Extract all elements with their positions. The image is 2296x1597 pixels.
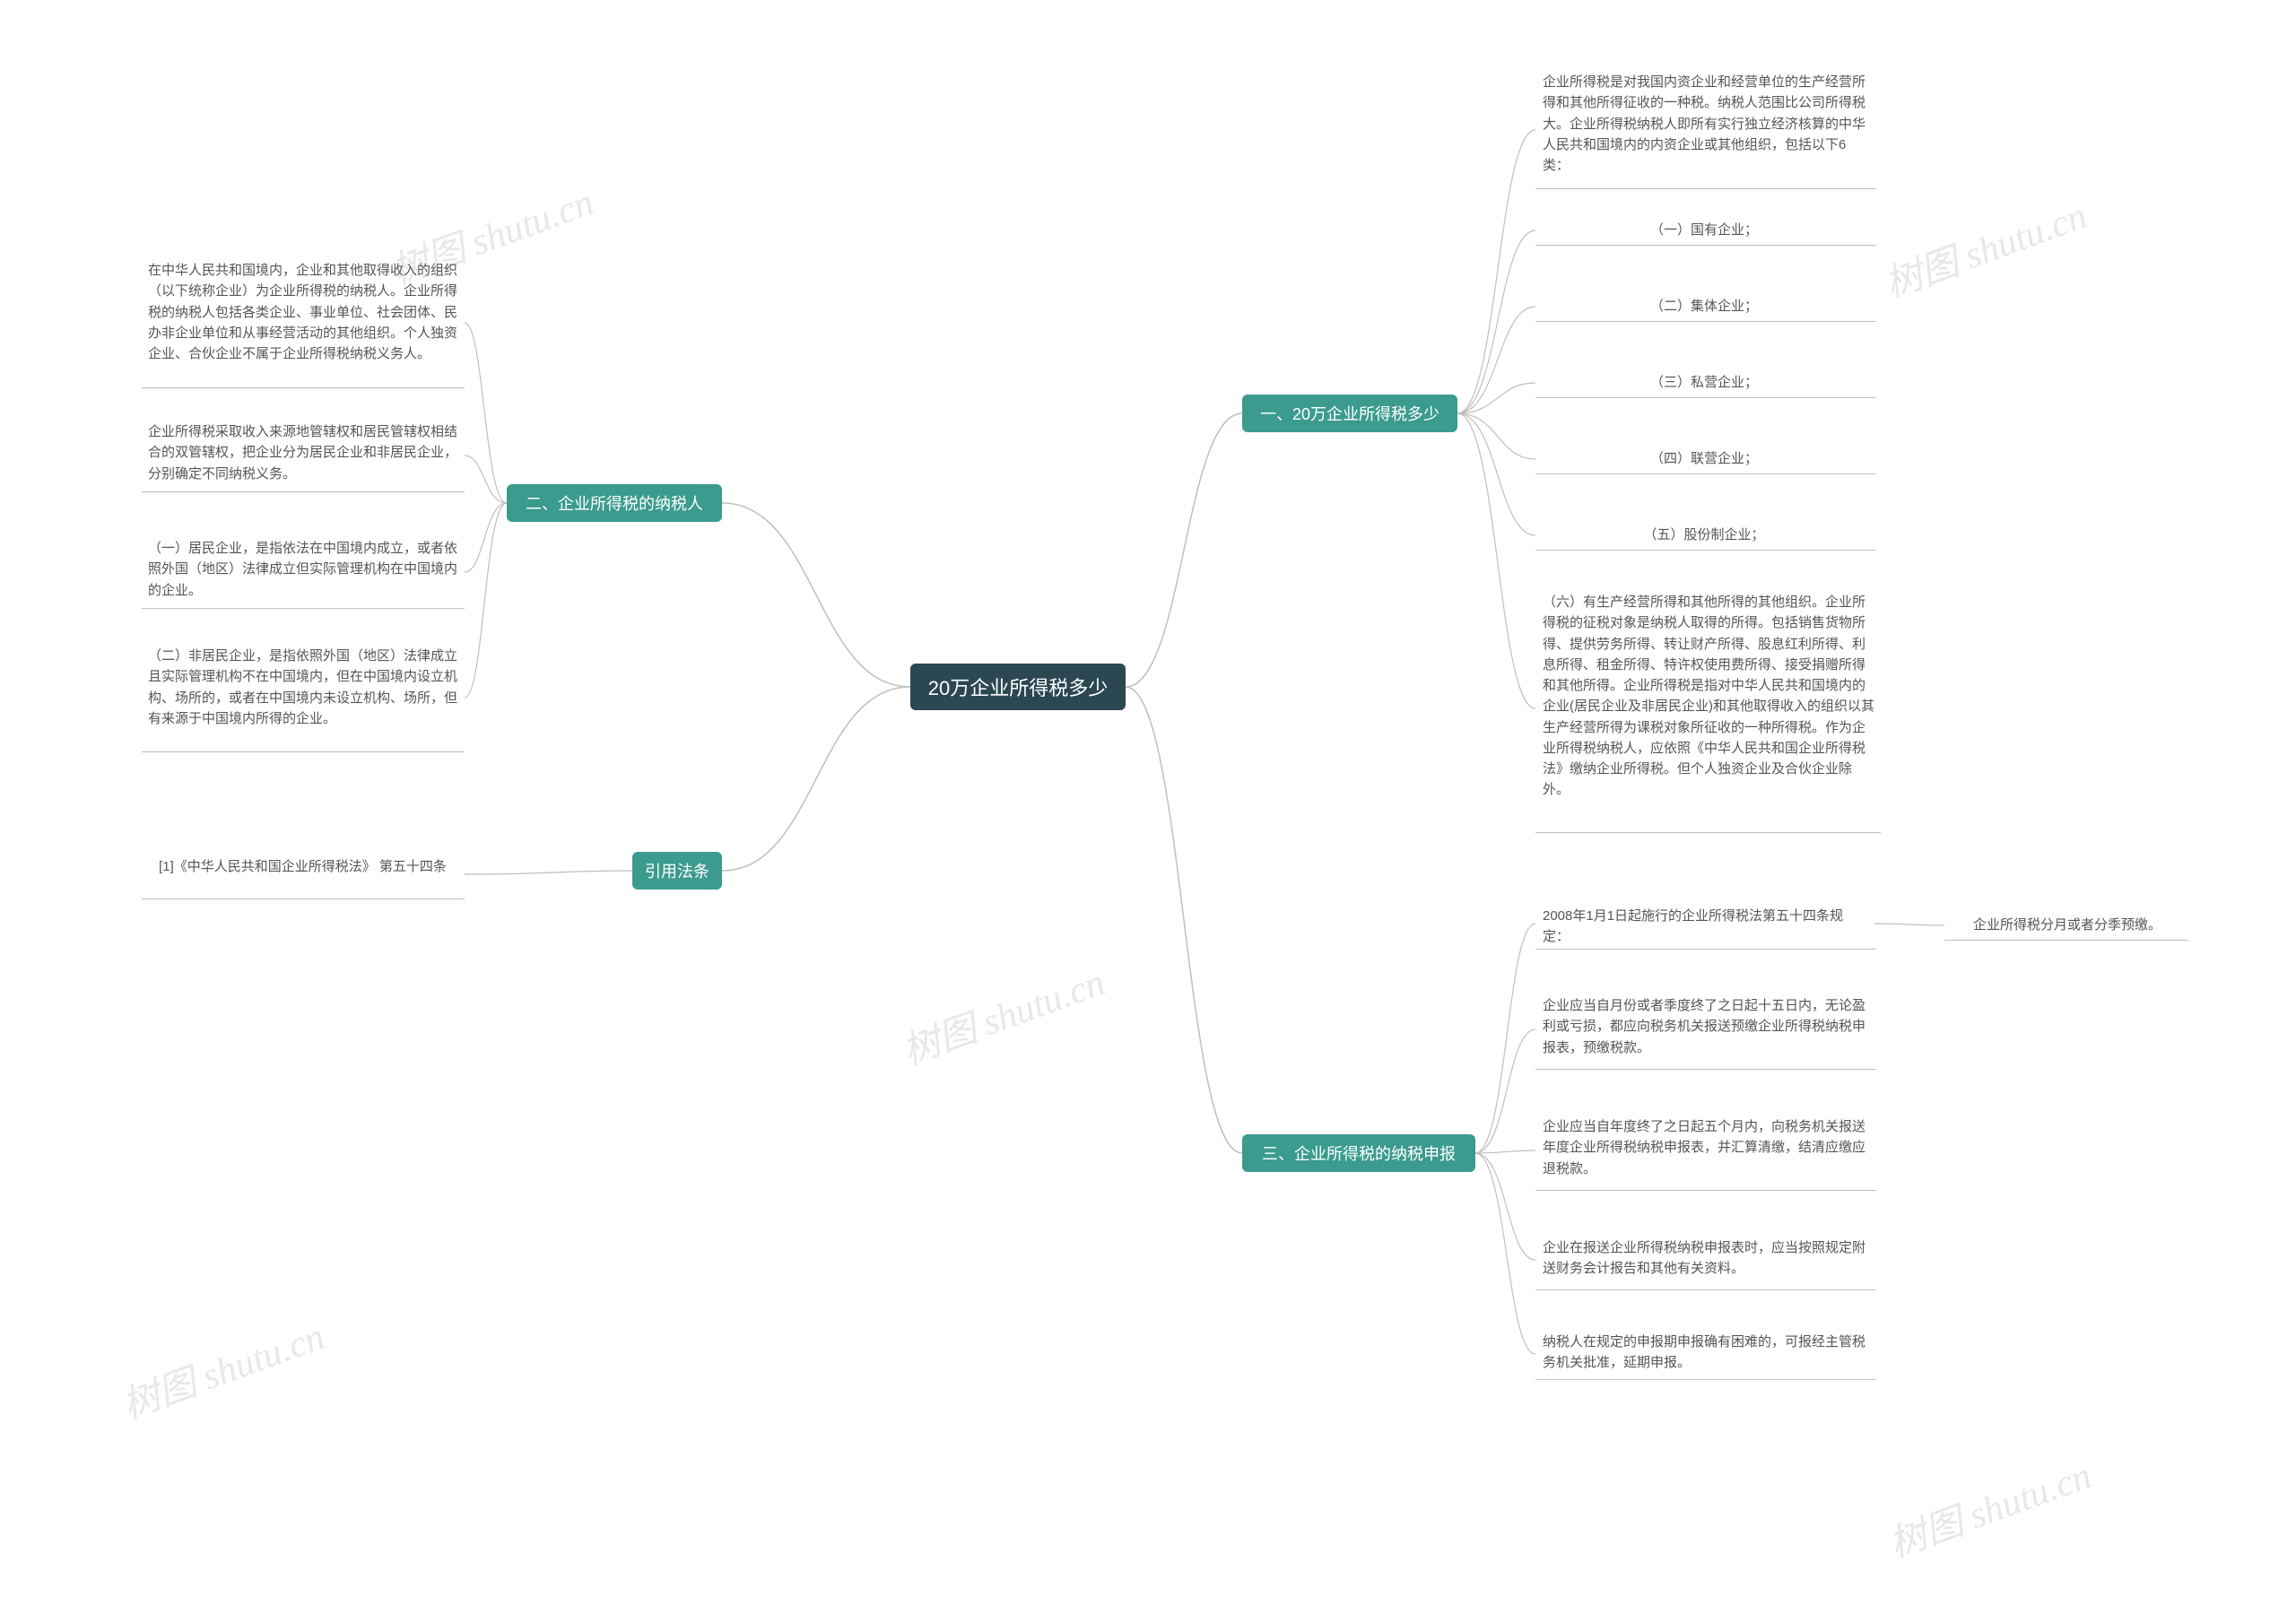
leaf-divider [1535,1190,1876,1191]
leaf-b1-0[interactable]: 企业所得税是对我国内资企业和经营单位的生产经营所得和其他所得征收的一种税。纳税人… [1543,72,1866,176]
watermark: 树图 shutu.cn [1881,1445,2098,1569]
root-text: 20万企业所得税多少 [928,673,1108,701]
leaf-b1-2[interactable]: （二）集体企业； [1543,296,1866,317]
leaf-divider [1535,245,1876,246]
leaf-b1-5[interactable]: （五）股份制企业； [1543,525,1866,545]
leaf-divider [142,387,465,388]
root-node[interactable]: 20万企业所得税多少 [910,664,1126,710]
leaf-b1-6[interactable]: （六）有生产经营所得和其他所得的其他组织。企业所得税的征税对象是纳税人取得的所得… [1543,592,1874,801]
branch-b3-text: 三、企业所得税的纳税申报 [1262,1141,1456,1165]
watermark: 树图 shutu.cn [114,1306,331,1430]
branch-b1[interactable]: 一、20万企业所得税多少 [1242,395,1457,432]
leaf-divider [1535,1379,1876,1380]
connectors [0,0,2296,1597]
leaf-b3-0-sub[interactable]: 企业所得税分月或者分季预缴。 [1951,915,2184,935]
leaf-divider [1535,832,1881,833]
leaf-b3-4[interactable]: 纳税人在规定的申报期申报确有困难的，可报经主管税务机关批准，延期申报。 [1543,1332,1866,1374]
leaf-b3-2[interactable]: 企业应当自年度终了之日起五个月内，向税务机关报送年度企业所得税纳税申报表，并汇算… [1543,1116,1866,1179]
branch-b1-text: 一、20万企业所得税多少 [1260,402,1439,425]
leaf-divider [142,898,465,899]
leaf-bref-0[interactable]: [1]《中华人民共和国企业所得税法》 第五十四条 [148,856,457,877]
leaf-divider [1535,188,1876,189]
branch-b3[interactable]: 三、企业所得税的纳税申报 [1242,1134,1475,1172]
branch-b2-text: 二、企业所得税的纳税人 [526,491,703,515]
leaf-divider [1535,550,1876,551]
leaf-b2-0[interactable]: 在中华人民共和国境内，企业和其他取得收入的组织（以下统称企业）为企业所得税的纳税… [148,260,457,364]
leaf-divider [142,751,465,752]
leaf-b3-3[interactable]: 企业在报送企业所得税纳税申报表时，应当按照规定附送财务会计报告和其他有关资料。 [1543,1237,1866,1280]
watermark: 树图 shutu.cn [1876,186,2093,309]
leaf-divider [1944,940,2188,941]
watermark: 树图 shutu.cn [894,952,1111,1076]
leaf-divider [1535,473,1876,474]
leaf-b2-2[interactable]: （一）居民企业，是指依法在中国境内成立，或者依照外国（地区）法律成立但实际管理机… [148,538,457,601]
leaf-b3-0[interactable]: 2008年1月1日起施行的企业所得税法第五十四条规定： [1543,906,1866,948]
leaf-b2-3[interactable]: （二）非居民企业，是指依照外国（地区）法律成立且实际管理机构不在中国境内，但在中… [148,646,457,729]
leaf-divider [1535,1069,1876,1070]
leaf-b3-1[interactable]: 企业应当自月份或者季度终了之日起十五日内，无论盈利或亏损，都应向税务机关报送预缴… [1543,995,1866,1058]
leaf-b2-1[interactable]: 企业所得税采取收入来源地管辖权和居民管辖权相结合的双管辖权，把企业分为居民企业和… [148,421,457,484]
branch-ref-text: 引用法条 [645,859,709,882]
branch-b2[interactable]: 二、企业所得税的纳税人 [507,484,722,522]
leaf-divider [142,608,465,609]
leaf-divider [1535,949,1876,950]
leaf-b1-3[interactable]: （三）私营企业； [1543,372,1866,393]
mindmap-canvas: 树图 shutu.cn 树图 shutu.cn 树图 shutu.cn 树图 s… [0,0,2296,1597]
branch-ref[interactable]: 引用法条 [632,852,722,890]
leaf-divider [142,491,465,492]
leaf-b1-1[interactable]: （一）国有企业； [1543,220,1866,240]
leaf-divider [1535,1289,1876,1290]
leaf-divider [1535,397,1876,398]
leaf-b1-4[interactable]: （四）联营企业； [1543,448,1866,469]
leaf-divider [1535,321,1876,322]
